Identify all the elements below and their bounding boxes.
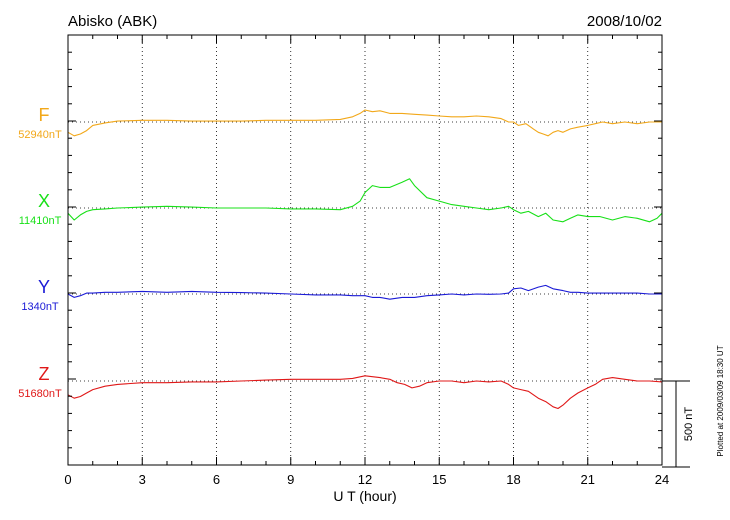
date-label: 2008/10/02 [587,13,662,30]
series-line-z [67,375,663,410]
series-baseline-z: 51680nT [18,388,62,400]
series-labels: 0 3 6 9 12 15 18 21 24 F 52940nT X 11410nT Y 1340nT Z 51… [18,105,669,487]
series-line-y [67,284,662,300]
axis-ticks [67,34,663,466]
plotted-at-note: Plotted at 2009/03/09 18:30 UT [716,345,725,456]
scale-bar-label: 500 nT [683,407,695,442]
grid-lines [68,35,662,465]
series-name-y: Y [38,277,50,297]
x-tick-label: 12 [358,472,372,487]
series-name-x: X [38,191,50,211]
series-name-f: F [39,105,50,125]
series-baseline-y: 1340nT [21,301,59,313]
x-tick-label: 0 [64,472,71,487]
x-tick-label: 6 [213,472,220,487]
scale-bar: 500 nT [662,380,695,468]
x-tick-label: 9 [287,472,294,487]
plot-series [67,109,663,410]
x-tick-label: 24 [655,472,669,487]
series-baseline-x: 11410nT [19,215,62,227]
x-tick-label: 3 [139,472,146,487]
x-axis-label: U T (hour) [333,488,396,504]
x-tick-label: 21 [581,472,595,487]
series-line-f [67,109,662,137]
x-tick-label: 15 [432,472,446,487]
series-line-x [67,178,663,223]
station-title: Abisko (ABK) [68,13,157,30]
series-baseline-f: 52940nT [18,129,62,141]
x-tick-label: 18 [506,472,520,487]
series-name-z: Z [39,364,50,384]
